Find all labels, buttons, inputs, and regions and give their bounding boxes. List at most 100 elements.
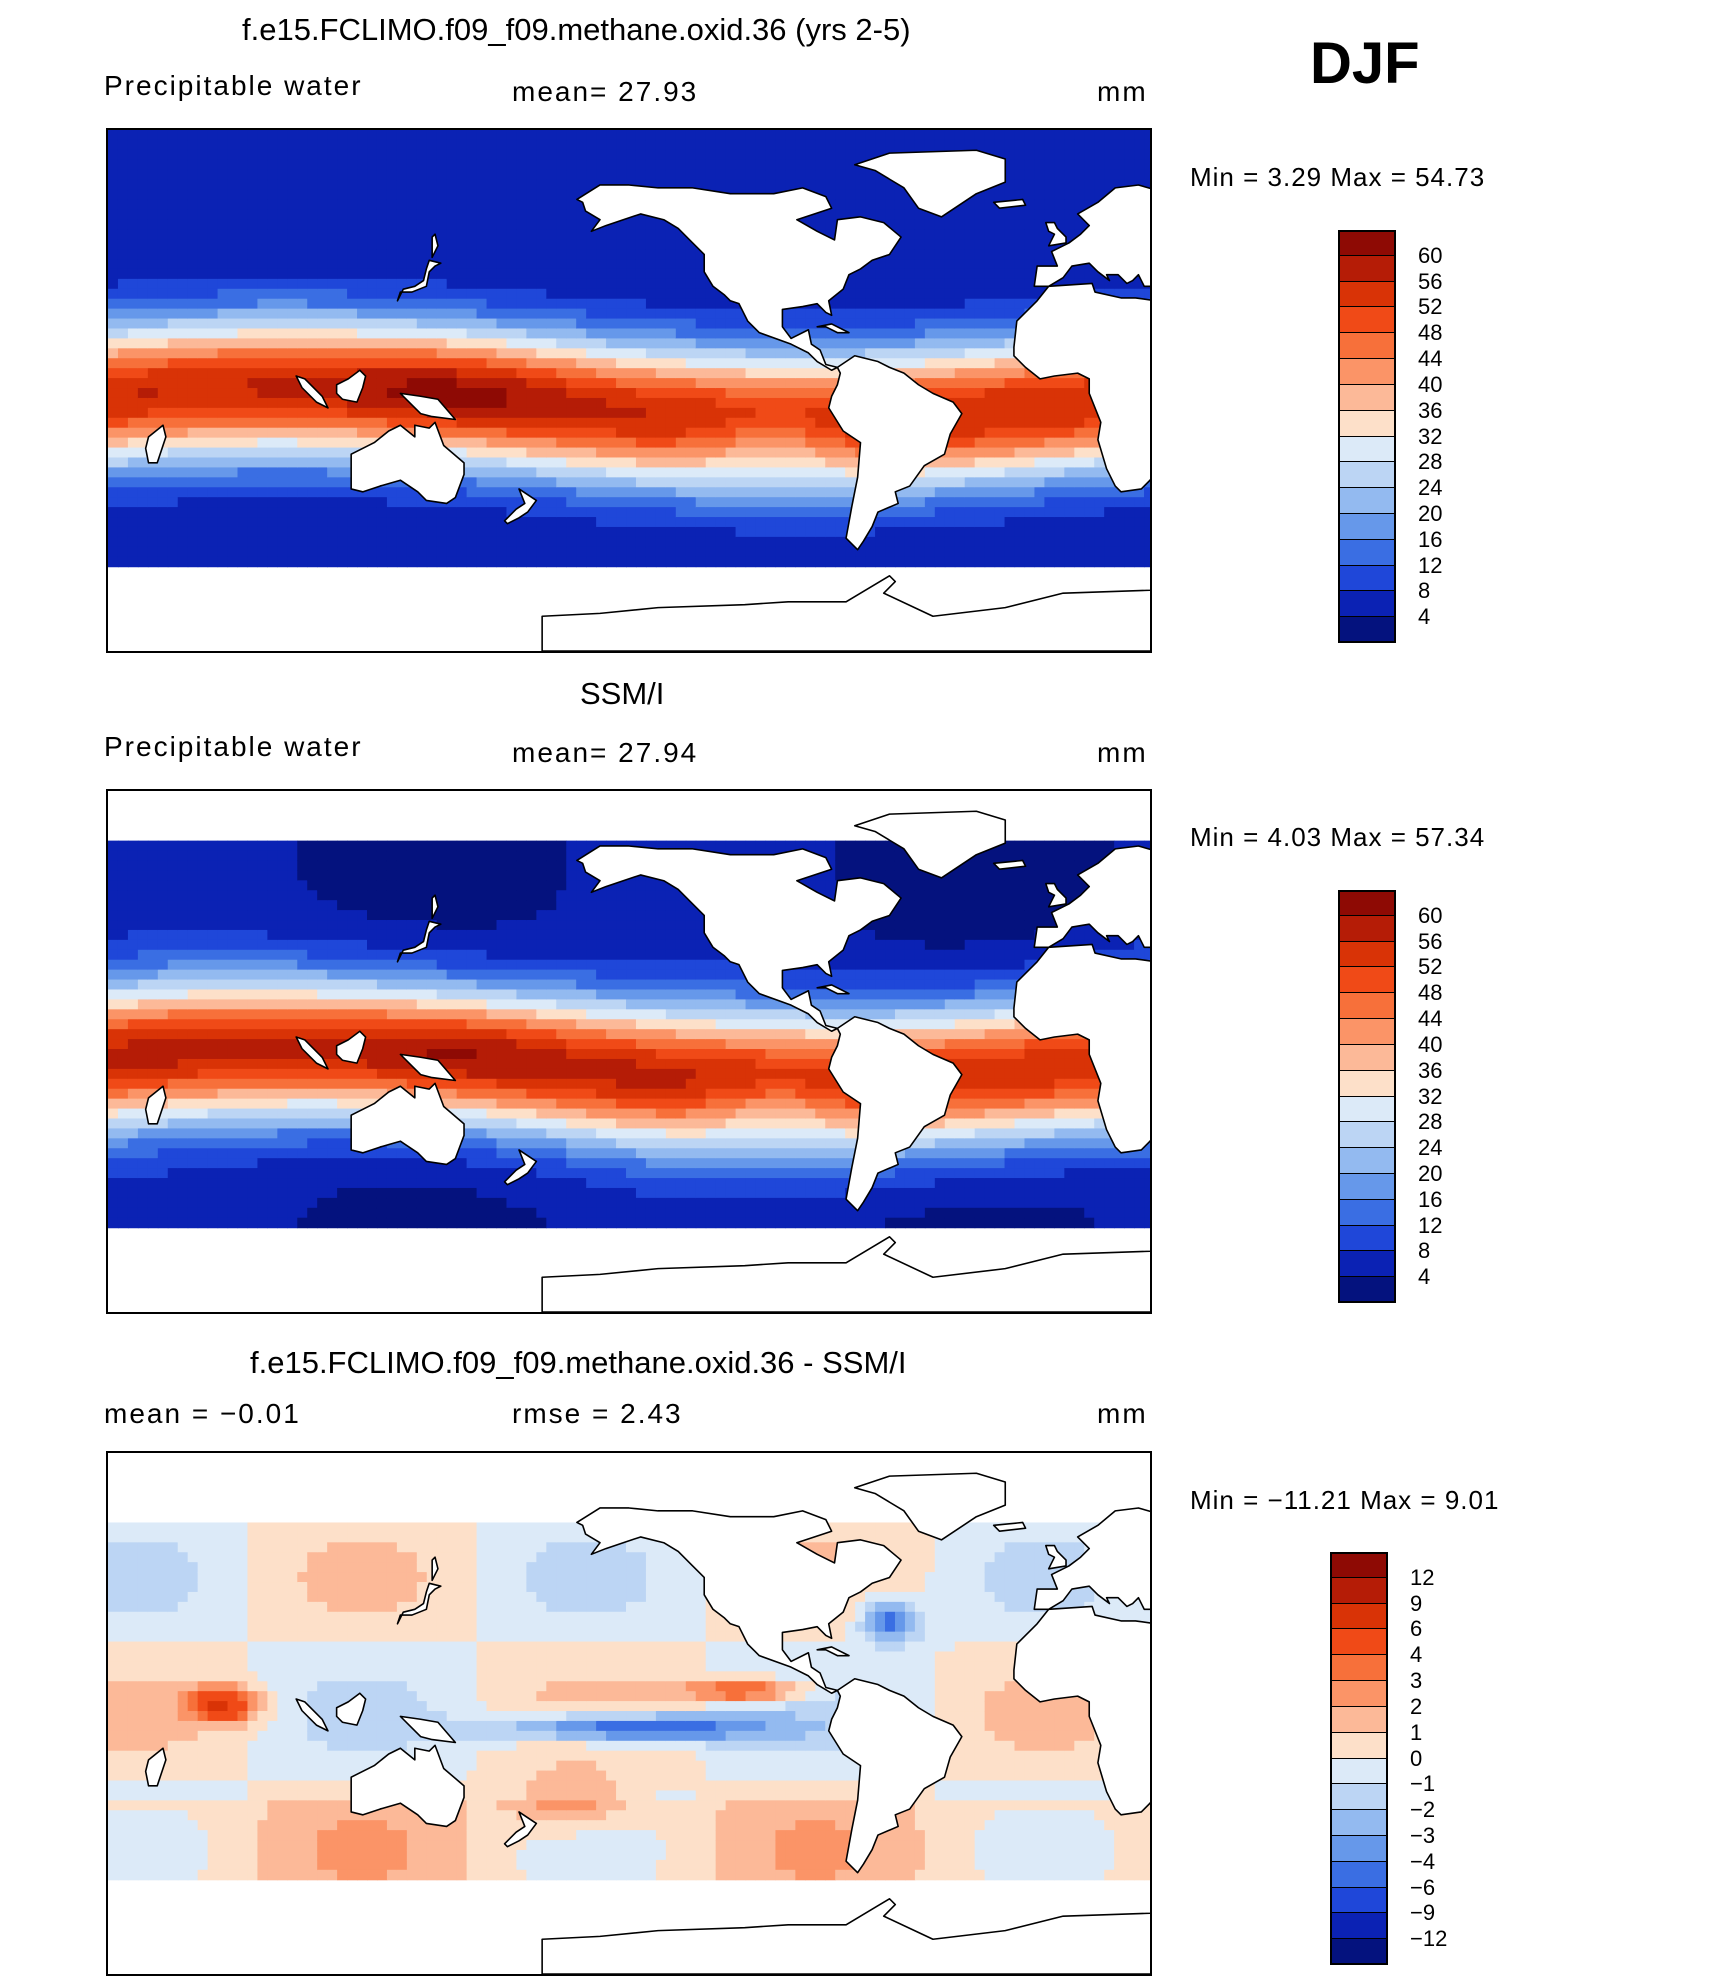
field-cell (566, 239, 577, 250)
field-cell (606, 407, 617, 419)
field-cell (1004, 368, 1016, 379)
field-cell (596, 497, 607, 508)
field-cell (596, 348, 607, 359)
field-cell (1044, 457, 1055, 469)
field-cell (795, 417, 806, 429)
field-cell (665, 447, 677, 459)
field-cell (805, 526, 816, 538)
field-cell (137, 1148, 149, 1159)
field-cell (984, 467, 996, 478)
field-cell (297, 288, 308, 300)
field-cell (406, 219, 418, 230)
field-cell (376, 288, 388, 300)
coastline-britain (1045, 221, 1067, 247)
colorbar-tick-label: 12 (1418, 552, 1443, 578)
field-cell (616, 417, 627, 429)
field-cell (476, 179, 488, 191)
field-cell (217, 318, 229, 330)
field-cell (187, 149, 199, 161)
field-cell (297, 497, 308, 508)
field-cell (257, 328, 268, 339)
field-cell (705, 526, 717, 538)
field-cell (994, 417, 1006, 429)
field-cell (147, 368, 159, 379)
field-cell (616, 556, 627, 568)
field-cell (516, 437, 527, 449)
field-cell (954, 477, 966, 488)
field-cell (167, 1138, 179, 1149)
field-cell (815, 437, 826, 449)
field-cell (1034, 427, 1046, 439)
field-cell (337, 219, 348, 230)
field-cell (735, 358, 747, 369)
field-cell (337, 427, 348, 439)
colorbar-tick-label: 56 (1418, 268, 1443, 294)
field-cell (386, 219, 398, 230)
field-cell (147, 1058, 159, 1070)
field-cell (755, 368, 767, 379)
field-cell (1144, 159, 1150, 171)
field-cell (974, 497, 986, 508)
field-cell (745, 368, 757, 379)
field-cell (506, 407, 518, 419)
field-cell (177, 556, 189, 568)
field-cell (924, 338, 936, 349)
field-cell (127, 959, 139, 971)
field-cell (1004, 308, 1016, 320)
field-cell (835, 457, 846, 469)
field-cell (616, 338, 627, 349)
field-cell (197, 447, 209, 459)
field-cell (566, 507, 577, 518)
field-cell (277, 358, 288, 369)
field-cell (117, 249, 129, 260)
field-cell (675, 328, 687, 339)
field-cell (546, 169, 557, 181)
field-cell (1074, 497, 1085, 508)
field-cell (665, 169, 677, 181)
field-cell (596, 427, 607, 439)
field-cell (606, 268, 617, 280)
field-cell (795, 139, 806, 151)
field-cell (147, 1217, 159, 1229)
field-cell (835, 487, 846, 498)
field-cell (137, 1138, 149, 1149)
field-cell (954, 556, 966, 568)
field-cell (327, 229, 338, 240)
field-cell (606, 259, 617, 270)
field-cell (894, 219, 906, 230)
field-cell (954, 467, 966, 478)
field-cell (596, 556, 607, 568)
field-cell (167, 298, 179, 310)
field-cell (167, 239, 179, 250)
field-cell (1004, 378, 1016, 389)
field-cell (1124, 507, 1135, 518)
field-cell (974, 239, 986, 250)
field-cell (894, 278, 906, 290)
field-cell (357, 308, 368, 320)
field-cell (516, 497, 527, 508)
field-cell (1094, 159, 1105, 171)
field-cell (1114, 556, 1125, 568)
field-cell (606, 130, 617, 141)
field-cell (1024, 417, 1036, 429)
field-cell (297, 149, 308, 161)
field-cell (227, 507, 239, 518)
field-cell (307, 298, 318, 310)
field-cell (566, 130, 577, 141)
field-cell (825, 139, 836, 151)
field-cell (904, 358, 916, 369)
field-cell (476, 407, 488, 419)
field-cell (1024, 219, 1036, 230)
field-cell (1044, 437, 1055, 449)
field-cell (167, 219, 179, 230)
field-cell (934, 487, 946, 498)
field-cell (1144, 149, 1150, 161)
field-cell (287, 288, 298, 300)
field-cell (526, 457, 537, 469)
field-cell (217, 209, 229, 220)
field-cell (586, 348, 597, 359)
field-cell (167, 860, 179, 871)
field-cell (406, 239, 418, 250)
field-cell (446, 556, 458, 568)
field-cell (775, 397, 786, 409)
